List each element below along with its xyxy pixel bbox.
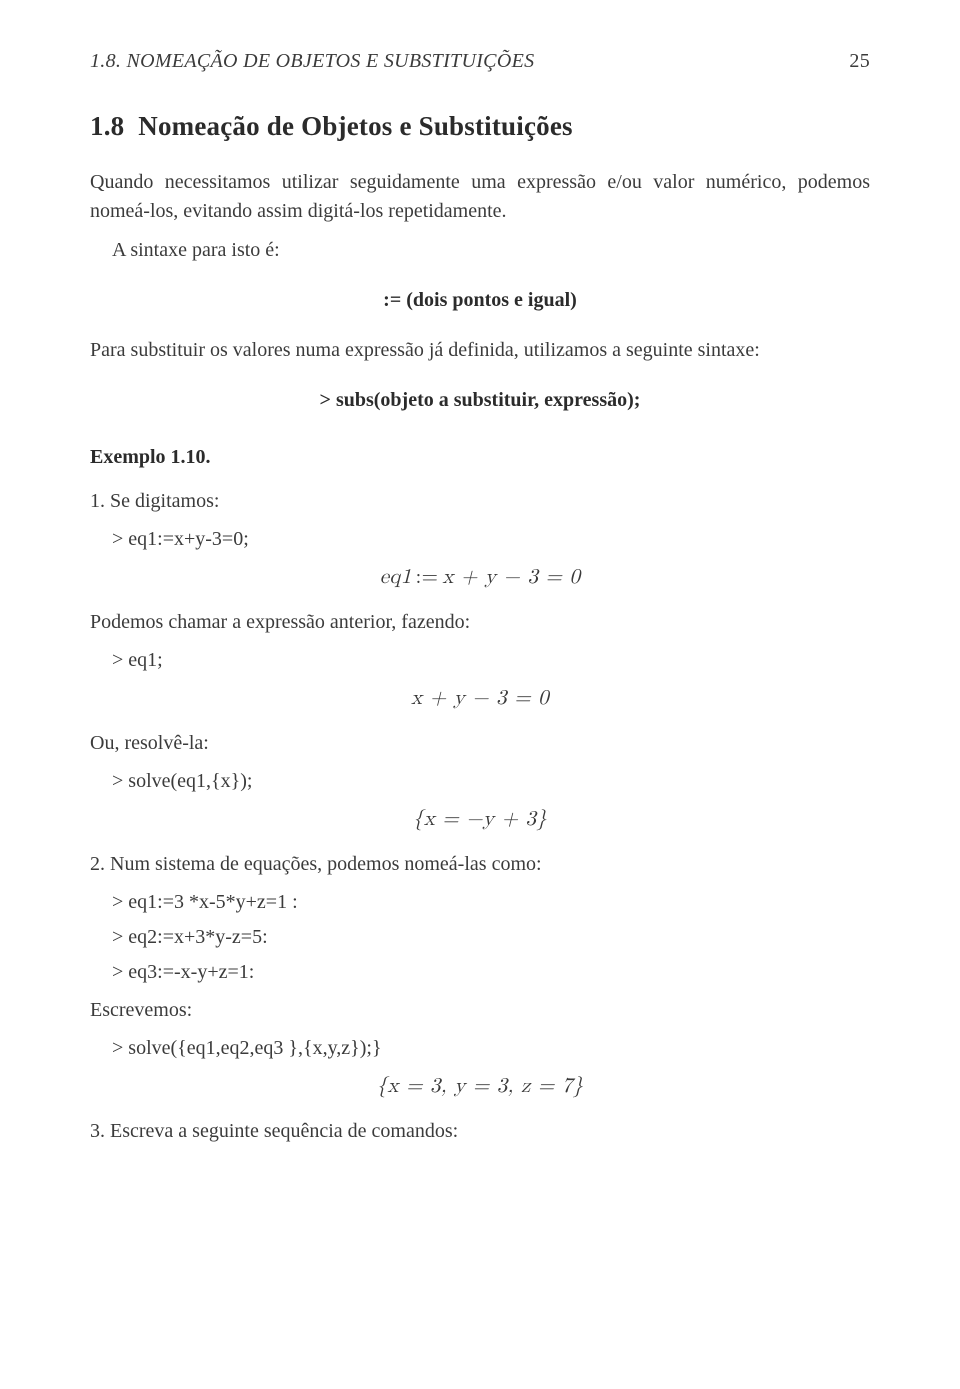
header-left: 1.8. NOMEAÇÃO DE OBJETOS E SUBSTITUIÇÕES	[90, 50, 534, 73]
paragraph-1: Quando necessitamos utilizar seguidament…	[90, 168, 870, 226]
math-output-3: {x = −y + 3}	[90, 807, 870, 832]
paragraph-2: A sintaxe para isto é:	[90, 236, 870, 265]
example-label: Exemplo 1.10.	[90, 446, 870, 469]
section-title: 1.8 Nomeação de Objetos e Substituições	[90, 111, 870, 142]
item-2-intro: 2. Num sistema de equações, podemos nome…	[90, 850, 870, 879]
section-title-text: Nomeação de Objetos e Substituições	[138, 111, 572, 141]
page: 1.8. NOMEAÇÃO DE OBJETOS E SUBSTITUIÇÕES…	[0, 0, 960, 1389]
command-solve-system: > solve({eq1,eq2,eq3 },{x,y,z});}	[112, 1037, 870, 1060]
paragraph-3: Para substituir os valores numa expressã…	[90, 336, 870, 365]
math-output-4: {x = 3, y = 3, z = 7}	[90, 1074, 870, 1099]
item-1-intro: 1. Se digitamos:	[90, 487, 870, 516]
item-1-or: Ou, resolvê-la:	[90, 729, 870, 758]
math1-expr: x + y − 3 = 0	[442, 567, 580, 588]
running-header: 1.8. NOMEAÇÃO DE OBJETOS E SUBSTITUIÇÕES…	[90, 50, 870, 73]
command-solve-eq1: > solve(eq1,{x});	[112, 770, 870, 793]
item-2-mid: Escrevemos:	[90, 996, 870, 1025]
math-output-1: eq1:=x + y − 3 = 0	[90, 565, 870, 590]
item-3-intro: 3. Escreva a seguinte sequência de coman…	[90, 1117, 870, 1146]
command-eq2-sys: > eq2:=x+3*y-z=5:	[112, 926, 870, 949]
item-1-mid: Podemos chamar a expressão anterior, faz…	[90, 608, 870, 637]
syntax-subs: > subs(objeto a substituir, expressão);	[90, 389, 870, 412]
section-number: 1.8	[90, 111, 124, 141]
math1-assign: :=	[412, 567, 443, 588]
command-eq1-sys: > eq1:=3 *x-5*y+z=1 :	[112, 891, 870, 914]
math1-lhs: eq1	[380, 567, 412, 588]
command-eq1-call: > eq1;	[112, 649, 870, 672]
math-output-2: x + y − 3 = 0	[90, 686, 870, 711]
page-number: 25	[849, 50, 870, 73]
command-eq1-define: > eq1:=x+y-3=0;	[112, 528, 870, 551]
command-eq3-sys: > eq3:=-x-y+z=1:	[112, 961, 870, 984]
syntax-assign: := (dois pontos e igual)	[90, 289, 870, 312]
